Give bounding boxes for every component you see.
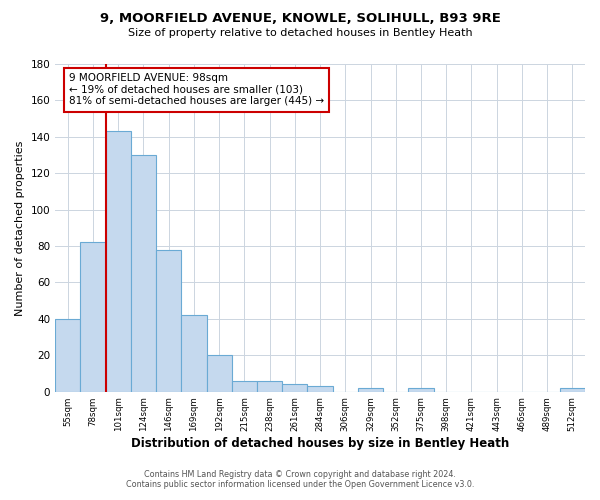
Text: Contains HM Land Registry data © Crown copyright and database right 2024.
Contai: Contains HM Land Registry data © Crown c… bbox=[126, 470, 474, 489]
Text: 9, MOORFIELD AVENUE, KNOWLE, SOLIHULL, B93 9RE: 9, MOORFIELD AVENUE, KNOWLE, SOLIHULL, B… bbox=[100, 12, 500, 26]
X-axis label: Distribution of detached houses by size in Bentley Heath: Distribution of detached houses by size … bbox=[131, 437, 509, 450]
Bar bbox=[156, 250, 181, 392]
Bar bbox=[55, 319, 80, 392]
Bar bbox=[307, 386, 332, 392]
Bar bbox=[409, 388, 434, 392]
Bar bbox=[232, 381, 257, 392]
Y-axis label: Number of detached properties: Number of detached properties bbox=[15, 140, 25, 316]
Bar bbox=[358, 388, 383, 392]
Bar bbox=[181, 315, 206, 392]
Text: 9 MOORFIELD AVENUE: 98sqm
← 19% of detached houses are smaller (103)
81% of semi: 9 MOORFIELD AVENUE: 98sqm ← 19% of detac… bbox=[69, 73, 324, 106]
Bar bbox=[106, 132, 131, 392]
Bar bbox=[80, 242, 106, 392]
Bar bbox=[131, 155, 156, 392]
Bar bbox=[257, 381, 282, 392]
Bar bbox=[282, 384, 307, 392]
Bar bbox=[560, 388, 585, 392]
Text: Size of property relative to detached houses in Bentley Heath: Size of property relative to detached ho… bbox=[128, 28, 472, 38]
Bar bbox=[206, 356, 232, 392]
